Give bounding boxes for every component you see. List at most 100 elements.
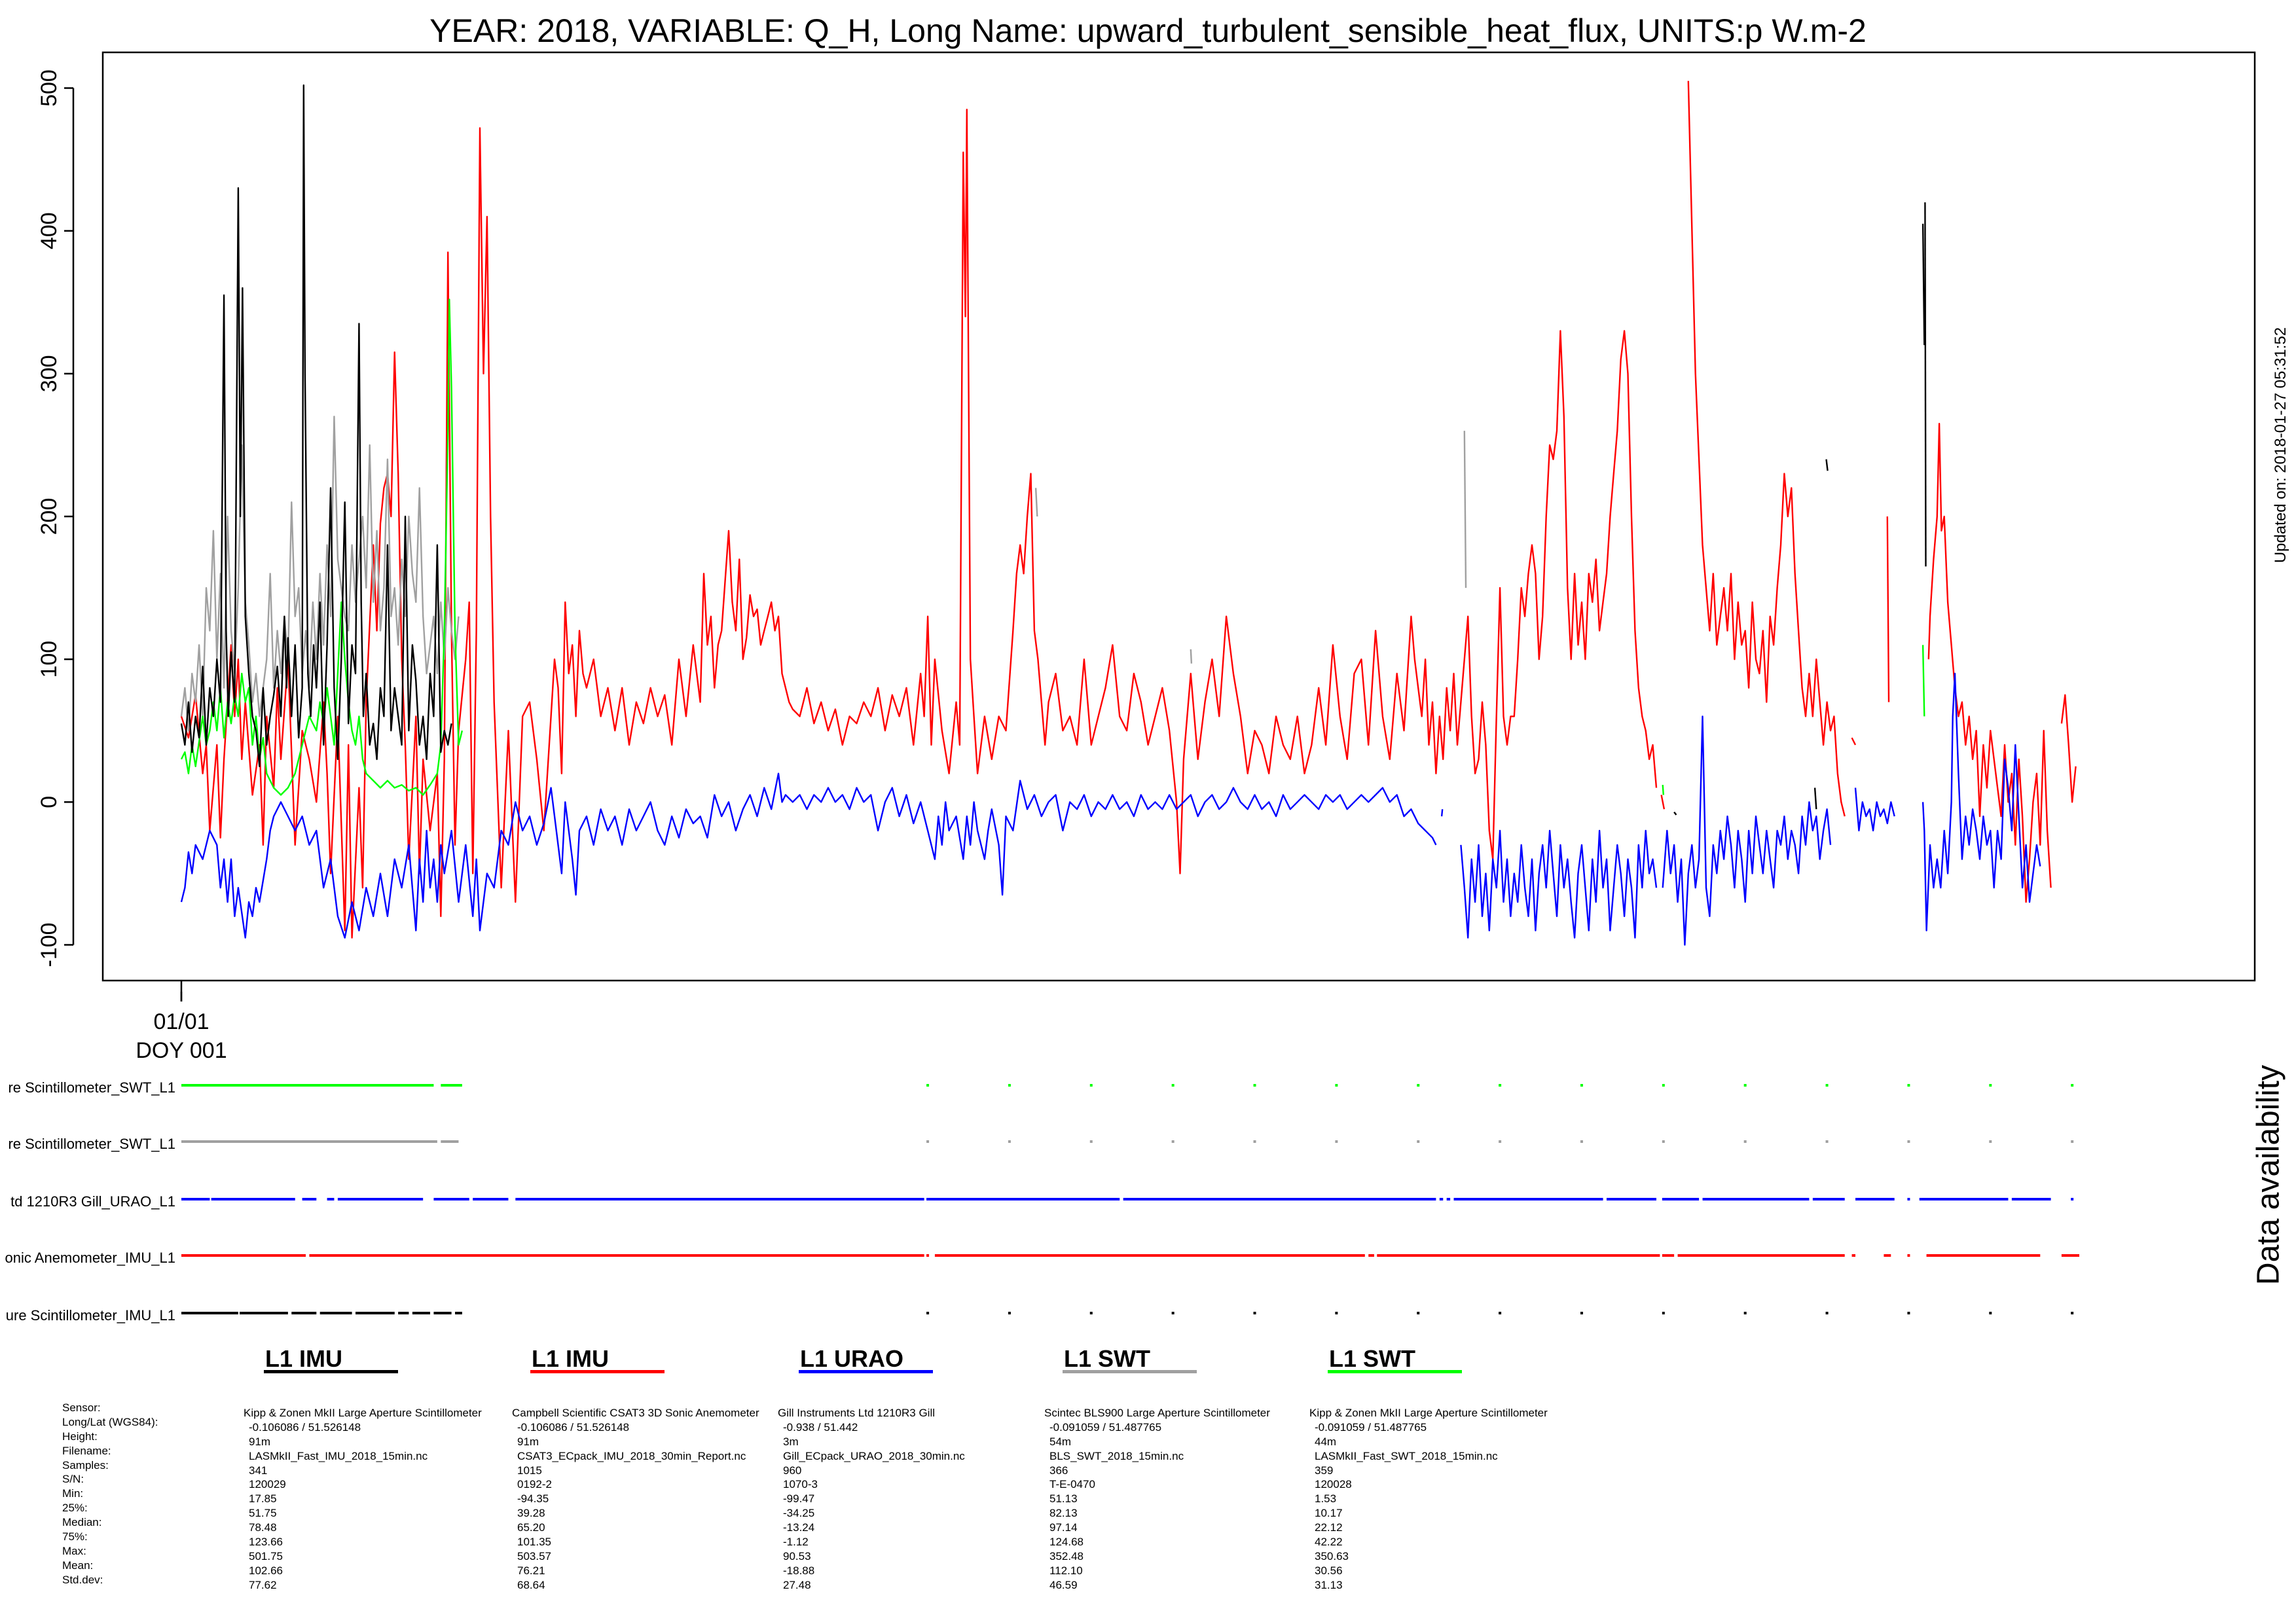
availability-label: ure Scintillometer_IMU_L1	[6, 1307, 175, 1324]
availability-mark	[1989, 1084, 1992, 1087]
availability-mark	[1743, 1254, 1747, 1257]
stats-cell: 112.10	[1049, 1564, 1083, 1577]
stats-cell: 1.53	[1315, 1492, 1337, 1506]
availability-mark	[1008, 1254, 1011, 1257]
stats-cell: 501.75	[249, 1549, 283, 1562]
y-tick-label: 0	[37, 796, 62, 808]
stats-cell: 39.28	[517, 1507, 545, 1520]
availability-mark	[1907, 1198, 1910, 1200]
series-line	[2060, 694, 2077, 803]
availability-mark	[1743, 1140, 1747, 1143]
series-line	[180, 298, 464, 796]
stats-cell: 960	[783, 1464, 802, 1477]
legend-label: L1 URAO	[800, 1345, 904, 1372]
availability-mark	[1499, 1140, 1502, 1143]
series-line	[1687, 81, 1846, 817]
stats-row-label: Std.dev:	[62, 1573, 103, 1586]
series-line	[1922, 223, 1925, 346]
availability-mark	[926, 1198, 930, 1200]
legend-line	[799, 1370, 933, 1373]
stats-cell: 76.21	[517, 1564, 545, 1577]
stats-cell: 68.64	[517, 1578, 545, 1591]
availability-mark	[1253, 1312, 1256, 1314]
legend-line	[530, 1370, 665, 1373]
availability-mark	[1171, 1140, 1175, 1143]
availability-mark	[1089, 1312, 1093, 1314]
stats-cell: 366	[1049, 1464, 1068, 1477]
availability-mark	[1253, 1084, 1256, 1087]
availability-mark	[1580, 1084, 1583, 1087]
availability-mark	[1171, 1254, 1175, 1257]
stats-row-label: Filename:	[62, 1444, 111, 1457]
stats-cell: 97.14	[1049, 1521, 1078, 1534]
stats-column: Scintec BLS900 Large Aperture Scintillom…	[1044, 1406, 1270, 1593]
series-line	[1034, 488, 1038, 517]
availability-mark	[1580, 1198, 1583, 1200]
stats-cell: -0.091059 / 51.487765	[1049, 1420, 1162, 1434]
stats-cell: 350.63	[1315, 1549, 1349, 1562]
stats-cell: -0.106086 / 51.526148	[517, 1420, 630, 1434]
series-line	[1922, 672, 2041, 931]
availability-mark	[1743, 1084, 1747, 1087]
availability-mark	[1907, 1312, 1910, 1314]
x-tick-label-doy: DOY 001	[136, 1038, 227, 1063]
stats-cell: 27.48	[783, 1578, 811, 1591]
availability-label: re Scintillometer_SWT_L1	[8, 1136, 175, 1152]
stats-cell: 30.56	[1315, 1564, 1343, 1577]
stats-cell: -0.106086 / 51.526148	[249, 1420, 361, 1434]
availability-mark	[1008, 1084, 1011, 1087]
updated-timestamp: Updated on: 2018-01-27 05:31:52	[2272, 327, 2289, 564]
series-layer	[180, 81, 2077, 946]
availability-mark	[1825, 1312, 1829, 1314]
stats-cell: -13.24	[783, 1521, 815, 1534]
stats-row-labels: Sensor: Long/Lat (WGS84): Height: Filename:…	[62, 1401, 158, 1587]
stats-cell: 82.13	[1049, 1507, 1078, 1520]
series-line	[180, 416, 460, 732]
stats-column: Kipp & Zonen MkII Large Aperture Scintil…	[244, 1406, 482, 1593]
chart-title: YEAR: 2018, VARIABLE: Q_H, Long Name: up…	[429, 12, 1867, 49]
stats-row-label: Sensor:	[62, 1401, 101, 1414]
availability-mark	[926, 1140, 930, 1143]
stats-cell: 352.48	[1049, 1549, 1084, 1562]
availability-mark	[1580, 1312, 1583, 1314]
series-line	[1662, 785, 1664, 795]
availability-mark	[1335, 1312, 1338, 1314]
stats-row-label: Min:	[62, 1487, 84, 1500]
stats-cell: 90.53	[783, 1549, 811, 1562]
series-line	[1813, 787, 1817, 810]
series-line	[1927, 423, 2052, 903]
availability-mark	[1089, 1198, 1093, 1200]
stats-cell: LASMkII_Fast_SWT_2018_15min.nc	[1315, 1449, 1498, 1462]
y-tick-label: 100	[37, 641, 62, 678]
availability-mark	[1253, 1140, 1256, 1143]
y-tick-label: -100	[37, 922, 62, 967]
stats-row-label: Median:	[62, 1516, 102, 1529]
availability-label: td 1210R3 Gill_URAO_L1	[10, 1193, 175, 1210]
stats-cell: Gill Instruments Ltd 1210R3 Gill	[778, 1407, 935, 1419]
stats-cell: Gill_ECpack_URAO_2018_30min.nc	[783, 1449, 965, 1462]
availability-mark	[1089, 1140, 1093, 1143]
availability-mark	[1335, 1198, 1338, 1200]
stats-cell: -18.88	[783, 1564, 815, 1577]
availability-mark	[1171, 1312, 1175, 1314]
stats-row-label: S/N:	[62, 1473, 84, 1486]
availability-mark	[1417, 1254, 1420, 1257]
stats-row-label: 75%:	[62, 1530, 88, 1543]
stats-cell: 54m	[1049, 1435, 1072, 1448]
availability-mark	[1580, 1254, 1583, 1257]
availability-mark	[2071, 1140, 2074, 1143]
stats-cell: CSAT3_ECpack_IMU_2018_30min_Report.nc	[517, 1449, 746, 1462]
legend-label: L1 IMU	[532, 1345, 610, 1372]
y-tick-label: 200	[37, 498, 62, 535]
legend-label: L1 IMU	[265, 1345, 343, 1372]
stats-cell: 102.66	[249, 1564, 283, 1577]
availability-mark	[1089, 1254, 1093, 1257]
legend-line	[1063, 1370, 1197, 1373]
legend-line	[1328, 1370, 1462, 1373]
stats-cell: 22.12	[1315, 1521, 1343, 1534]
stats-cell: 0192-2	[517, 1478, 552, 1491]
stats-cell: -34.25	[783, 1507, 815, 1520]
availability-mark	[1008, 1312, 1011, 1314]
stats-cell: Scintec BLS900 Large Aperture Scintillom…	[1044, 1407, 1270, 1419]
